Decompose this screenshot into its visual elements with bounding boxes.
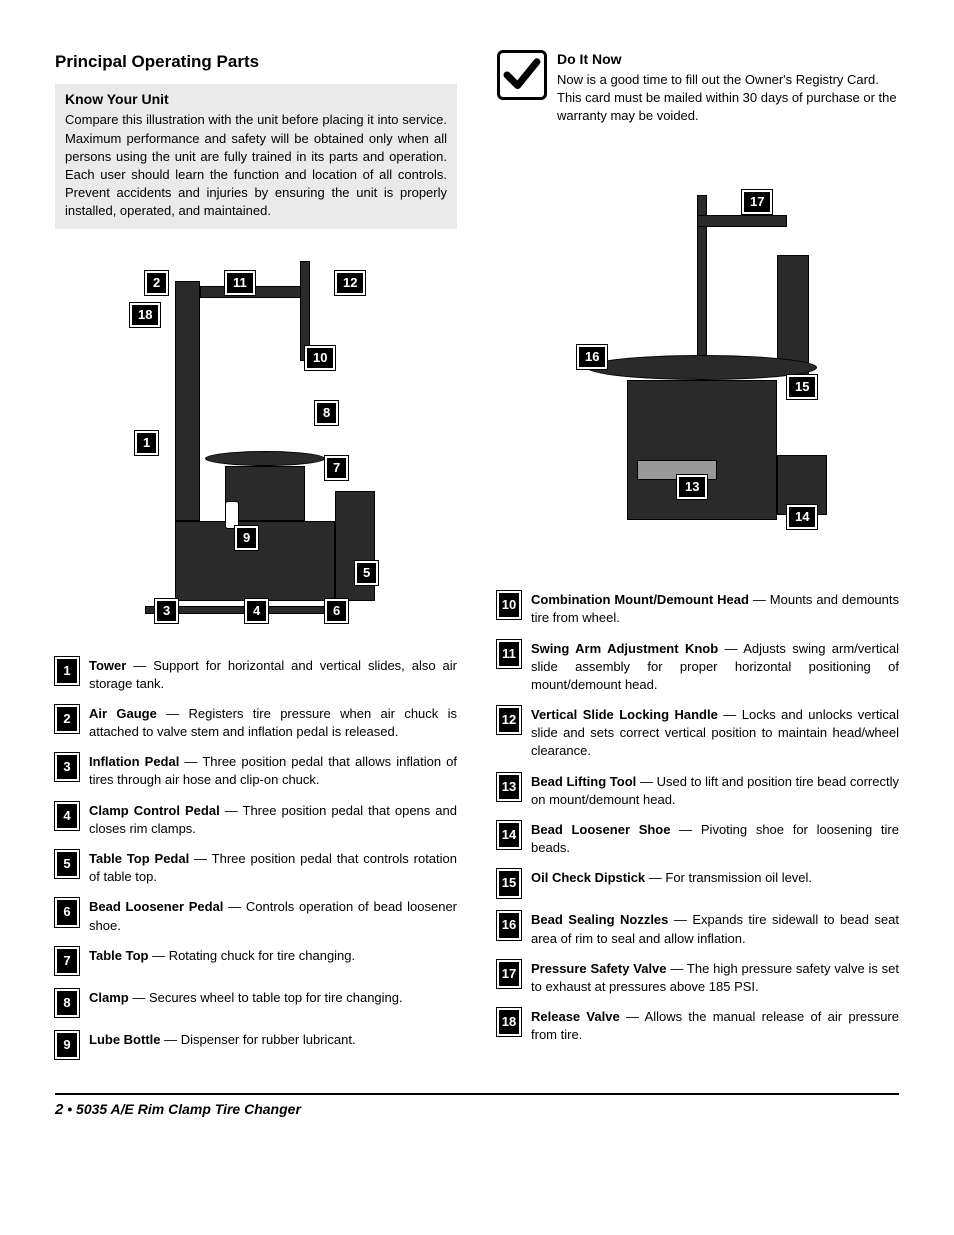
callout-7: 7 [325, 456, 348, 480]
callout-4: 4 [245, 599, 268, 623]
part-title: Tower [89, 658, 126, 673]
part-title: Combination Mount/Demount Head [531, 592, 749, 607]
callout-8: 8 [315, 401, 338, 425]
callout-17: 17 [742, 190, 772, 214]
part-item-15: 15 Oil Check Dipstick — For transmission … [497, 869, 899, 899]
part-title: Release Valve [531, 1009, 620, 1024]
part-item-6: 6Bead Loosener Pedal — Controls operatio… [55, 898, 457, 934]
diagram-detail: 17 16 15 13 14 [497, 175, 899, 575]
part-title: Table Top Pedal [89, 851, 189, 866]
page-title: Principal Operating Parts [55, 50, 457, 74]
part-number: 5 [55, 850, 79, 878]
know-your-unit-body: Compare this illustration with the unit … [65, 111, 447, 220]
callout-16: 16 [577, 345, 607, 369]
part-desc: — Dispenser for rubber lubricant. [161, 1032, 356, 1047]
part-number: 1 [55, 657, 79, 685]
diagram-full-machine: 2 11 12 18 10 8 1 7 9 5 3 4 6 [55, 241, 457, 641]
part-item-8: 8 Clamp — Secures wheel to table top for … [55, 989, 457, 1019]
part-item-9: 9 Lube Bottle — Dispenser for rubber lubr… [55, 1031, 457, 1061]
part-number: 8 [55, 989, 79, 1017]
callout-6: 6 [325, 599, 348, 623]
part-desc: — For transmission oil level. [645, 870, 812, 885]
know-your-unit-head: Know Your Unit [65, 90, 447, 110]
part-item-13: 13Bead Lifting Tool — Used to lift and p… [497, 773, 899, 809]
know-your-unit-block: Know Your Unit Compare this illustration… [55, 84, 457, 229]
part-item-1: 1 Tower — Support for horizontal and vert… [55, 657, 457, 693]
footer-product: 5035 A/E Rim Clamp Tire Changer [76, 1101, 301, 1117]
part-title: Lube Bottle [89, 1032, 161, 1047]
callout-12: 12 [335, 271, 365, 295]
part-item-18: 18Release Valve — Allows the manual rele… [497, 1008, 899, 1044]
part-item-12: 12Vertical Slide Locking Handle — Locks … [497, 706, 899, 761]
part-desc: — Secures wheel to table top for tire ch… [129, 990, 403, 1005]
part-item-2: 2Air Gauge — Registers tire pressure whe… [55, 705, 457, 741]
part-item-16: 16Bead Sealing Nozzles — Expands tire si… [497, 911, 899, 947]
checkmark-icon [497, 50, 547, 100]
do-it-now-block: Do It Now Now is a good time to fill out… [497, 50, 899, 125]
part-item-17: 17Pressure Safety Valve — The high press… [497, 960, 899, 996]
part-item-7: 7 Table Top — Rotating chuck for tire cha… [55, 947, 457, 977]
callout-13: 13 [677, 475, 707, 499]
do-it-now-body: Now is a good time to fill out the Owner… [557, 71, 899, 126]
part-title: Air Gauge [89, 706, 157, 721]
part-number: 3 [55, 753, 79, 781]
part-number: 10 [497, 591, 521, 619]
callout-15: 15 [787, 375, 817, 399]
part-number: 12 [497, 706, 521, 734]
callout-5: 5 [355, 561, 378, 585]
part-title: Bead Lifting Tool [531, 774, 636, 789]
part-item-4: 4Clamp Control Pedal — Three position pe… [55, 802, 457, 838]
part-number: 17 [497, 960, 521, 988]
callout-9: 9 [235, 526, 258, 550]
part-number: 15 [497, 869, 521, 897]
part-item-3: 3Inflation Pedal — Three position pedal … [55, 753, 457, 789]
part-title: Inflation Pedal [89, 754, 179, 769]
part-title: Bead Loosener Pedal [89, 899, 223, 914]
do-it-now-head: Do It Now [557, 50, 899, 70]
part-title: Swing Arm Adjustment Knob [531, 641, 718, 656]
parts-list-left: 1 Tower — Support for horizontal and vert… [55, 657, 457, 1061]
part-number: 13 [497, 773, 521, 801]
callout-3: 3 [155, 599, 178, 623]
part-number: 14 [497, 821, 521, 849]
part-title: Clamp Control Pedal [89, 803, 220, 818]
part-number: 9 [55, 1031, 79, 1059]
part-number: 11 [497, 640, 521, 668]
callout-1: 1 [135, 431, 158, 455]
part-title: Pressure Safety Valve [531, 961, 667, 976]
part-title: Vertical Slide Locking Handle [531, 707, 718, 722]
callout-10: 10 [305, 346, 335, 370]
part-number: 7 [55, 947, 79, 975]
part-title: Oil Check Dipstick [531, 870, 645, 885]
part-number: 6 [55, 898, 79, 926]
parts-list-right: 10Combination Mount/Demount Head — Mount… [497, 591, 899, 1044]
footer-sep: • [63, 1101, 76, 1117]
part-number: 2 [55, 705, 79, 733]
callout-2: 2 [145, 271, 168, 295]
part-desc: — Rotating chuck for tire changing. [148, 948, 355, 963]
part-item-5: 5Table Top Pedal — Three position pedal … [55, 850, 457, 886]
part-desc: — Support for horizontal and vertical sl… [89, 658, 457, 691]
callout-11: 11 [225, 271, 255, 295]
page-footer: 2 • 5035 A/E Rim Clamp Tire Changer [55, 1093, 899, 1120]
part-title: Bead Sealing Nozzles [531, 912, 668, 927]
part-number: 16 [497, 911, 521, 939]
part-title: Table Top [89, 948, 148, 963]
part-item-14: 14Bead Loosener Shoe — Pivoting shoe for… [497, 821, 899, 857]
part-number: 4 [55, 802, 79, 830]
part-item-10: 10Combination Mount/Demount Head — Mount… [497, 591, 899, 627]
part-title: Clamp [89, 990, 129, 1005]
callout-14: 14 [787, 505, 817, 529]
part-number: 18 [497, 1008, 521, 1036]
part-title: Bead Loosener Shoe [531, 822, 670, 837]
callout-18: 18 [130, 303, 160, 327]
part-item-11: 11Swing Arm Adjustment Knob — Adjusts sw… [497, 640, 899, 695]
